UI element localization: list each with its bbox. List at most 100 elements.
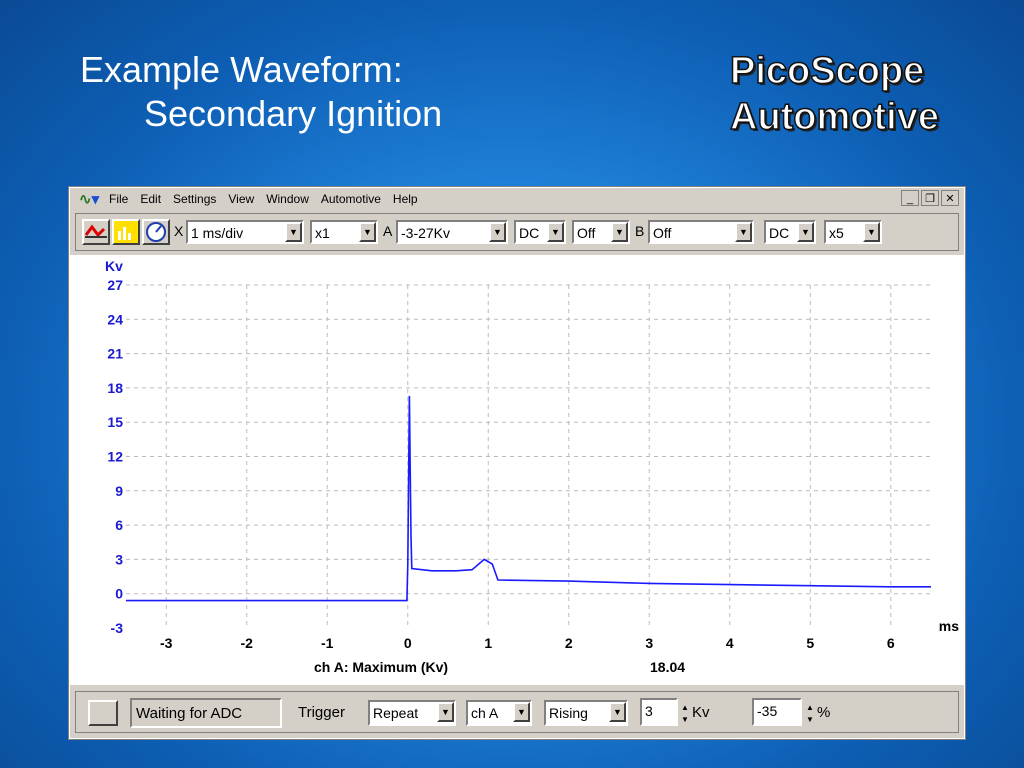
x-multiplier-value: x1 xyxy=(315,225,330,241)
trigger-channel-value: ch A xyxy=(471,705,499,721)
minimize-icon[interactable]: _ xyxy=(901,190,919,206)
trigger-mode-value: Repeat xyxy=(373,705,419,721)
picoscope-window: ∿▾ File Edit Settings View Window Automo… xyxy=(68,186,966,740)
status-bar: Waiting for ADC Trigger Repeat ▼ ch A ▼ … xyxy=(75,691,959,733)
trigger-channel-select[interactable]: ch A ▼ xyxy=(466,700,532,726)
menu-window[interactable]: Window xyxy=(266,192,309,206)
channel-a-coupling-value: DC xyxy=(519,225,540,241)
trigger-unit: Kv xyxy=(692,704,710,721)
channel-a-offset-select[interactable]: Off ▼ xyxy=(572,220,630,244)
chevron-down-icon[interactable]: ▼ xyxy=(611,222,628,242)
channel-b-range-select[interactable]: Off ▼ xyxy=(648,220,754,244)
chevron-down-icon[interactable]: ▼ xyxy=(437,702,454,722)
channel-b-multiplier-value: x5 xyxy=(829,225,844,241)
scope-mode-icon[interactable] xyxy=(82,219,110,245)
trigger-level-value: 3 xyxy=(645,703,653,719)
logo-line2: Automotive xyxy=(729,95,940,139)
status-message: Waiting for ADC xyxy=(136,705,243,722)
window-controls: _ ❐ ✕ xyxy=(901,190,959,206)
y-tick-label: 24 xyxy=(107,311,123,327)
restore-icon[interactable]: ❐ xyxy=(921,190,939,206)
spectrum-mode-icon[interactable] xyxy=(112,219,140,245)
chevron-down-icon[interactable]: ▼ xyxy=(489,222,506,242)
close-icon[interactable]: ✕ xyxy=(941,190,959,206)
picoscope-logo: PicoScope Automotive xyxy=(729,48,940,140)
channel-b-coupling-value: DC xyxy=(769,225,790,241)
logo-line1: PicoScope xyxy=(729,49,925,93)
channel-b-label: B xyxy=(635,223,645,239)
y-tick-label: 27 xyxy=(107,277,123,293)
timebase-select[interactable]: 1 ms/div ▼ xyxy=(186,220,304,244)
pretrigger-spinner-icon[interactable]: ▲ ▼ xyxy=(806,703,814,724)
slide-title-line1: Example Waveform: xyxy=(80,49,403,90)
channel-b-range-value: Off xyxy=(653,225,672,241)
channel-a-label: A xyxy=(383,223,393,239)
menu-automotive[interactable]: Automotive xyxy=(320,192,381,206)
start-stop-button[interactable] xyxy=(88,700,118,726)
pretrigger-unit: % xyxy=(817,704,831,721)
slide-title: Example Waveform: Secondary Ignition xyxy=(80,48,442,136)
waveform-trace xyxy=(126,395,931,602)
x-tick-label: -2 xyxy=(241,635,254,651)
chevron-down-icon[interactable]: ▼ xyxy=(797,222,814,242)
channel-a-offset-value: Off xyxy=(577,225,596,241)
trigger-edge-select[interactable]: Rising ▼ xyxy=(544,700,628,726)
scope-plot-area: 27 24 21 18 15 12 9 6 3 0 -3 -3 -2 -1 0 1 2 3 4 5 6 Kv ms ch A:… xyxy=(69,255,965,685)
measurement-label: ch A: Maximum (Kv) xyxy=(314,659,448,675)
x-tick-label: 6 xyxy=(887,635,895,651)
trigger-mode-select[interactable]: Repeat ▼ xyxy=(368,700,456,726)
menu-settings[interactable]: Settings xyxy=(173,192,217,206)
x-tick-label: -3 xyxy=(160,635,173,651)
y-tick-label: 0 xyxy=(115,586,123,602)
chevron-down-icon[interactable]: ▼ xyxy=(513,702,530,722)
y-tick-label: 15 xyxy=(107,414,123,430)
menu-file[interactable]: File xyxy=(109,192,129,206)
x-tick-label: 1 xyxy=(484,635,492,651)
channel-b-multiplier-select[interactable]: x5 ▼ xyxy=(824,220,882,244)
app-icon[interactable]: ∿▾ xyxy=(79,191,100,208)
x-tick-label: 4 xyxy=(726,635,734,651)
menu-bar: ∿▾ File Edit Settings View Window Automo… xyxy=(69,187,965,211)
timebase-value: 1 ms/div xyxy=(191,225,244,241)
y-axis-unit: Kv xyxy=(105,258,123,274)
toolbar: X 1 ms/div ▼ x1 ▼ A -3-27Kv ▼ DC ▼ Off ▼… xyxy=(75,213,959,251)
chevron-down-icon[interactable]: ▼ xyxy=(547,222,564,242)
meter-mode-icon[interactable] xyxy=(142,219,170,245)
y-tick-label: -3 xyxy=(111,620,124,636)
measurement-value: 18.04 xyxy=(650,659,685,675)
trigger-edge-value: Rising xyxy=(549,705,588,721)
y-tick-label: 12 xyxy=(107,449,123,465)
pretrigger-input[interactable]: -35 xyxy=(752,698,802,726)
y-tick-label: 18 xyxy=(107,380,123,396)
channel-b-coupling-select[interactable]: DC ▼ xyxy=(764,220,816,244)
x-tick-label: -1 xyxy=(321,635,334,651)
y-tick-label: 9 xyxy=(115,483,123,499)
menu-help[interactable]: Help xyxy=(392,192,418,206)
channel-a-range-value: -3-27Kv xyxy=(401,225,451,241)
x-multiplier-select[interactable]: x1 ▼ xyxy=(310,220,378,244)
trigger-label: Trigger xyxy=(298,704,345,721)
x-tick-label: 0 xyxy=(404,635,412,651)
x-axis-unit: ms xyxy=(939,618,959,634)
y-tick-label: 6 xyxy=(115,517,123,533)
pretrigger-value: -35 xyxy=(757,703,778,719)
chevron-down-icon[interactable]: ▼ xyxy=(285,222,302,242)
y-tick-label: 3 xyxy=(115,551,123,567)
menu-view[interactable]: View xyxy=(228,192,255,206)
chevron-down-icon[interactable]: ▼ xyxy=(609,702,626,722)
chevron-down-icon[interactable]: ▼ xyxy=(863,222,880,242)
trigger-level-input[interactable]: 3 xyxy=(640,698,678,726)
chevron-down-icon[interactable]: ▼ xyxy=(359,222,376,242)
chevron-down-icon[interactable]: ▼ xyxy=(735,222,752,242)
x-tick-label: 2 xyxy=(565,635,573,651)
x-axis-label: X xyxy=(174,223,184,239)
trigger-level-spinner-icon[interactable]: ▲ ▼ xyxy=(681,703,689,724)
menu-items: File Edit Settings View Window Automotiv… xyxy=(109,192,430,206)
x-tick-label: 3 xyxy=(645,635,653,651)
menu-edit[interactable]: Edit xyxy=(140,192,162,206)
channel-a-coupling-select[interactable]: DC ▼ xyxy=(514,220,566,244)
channel-a-range-select[interactable]: -3-27Kv ▼ xyxy=(396,220,508,244)
y-tick-label: 21 xyxy=(107,346,123,362)
x-tick-label: 5 xyxy=(806,635,814,651)
